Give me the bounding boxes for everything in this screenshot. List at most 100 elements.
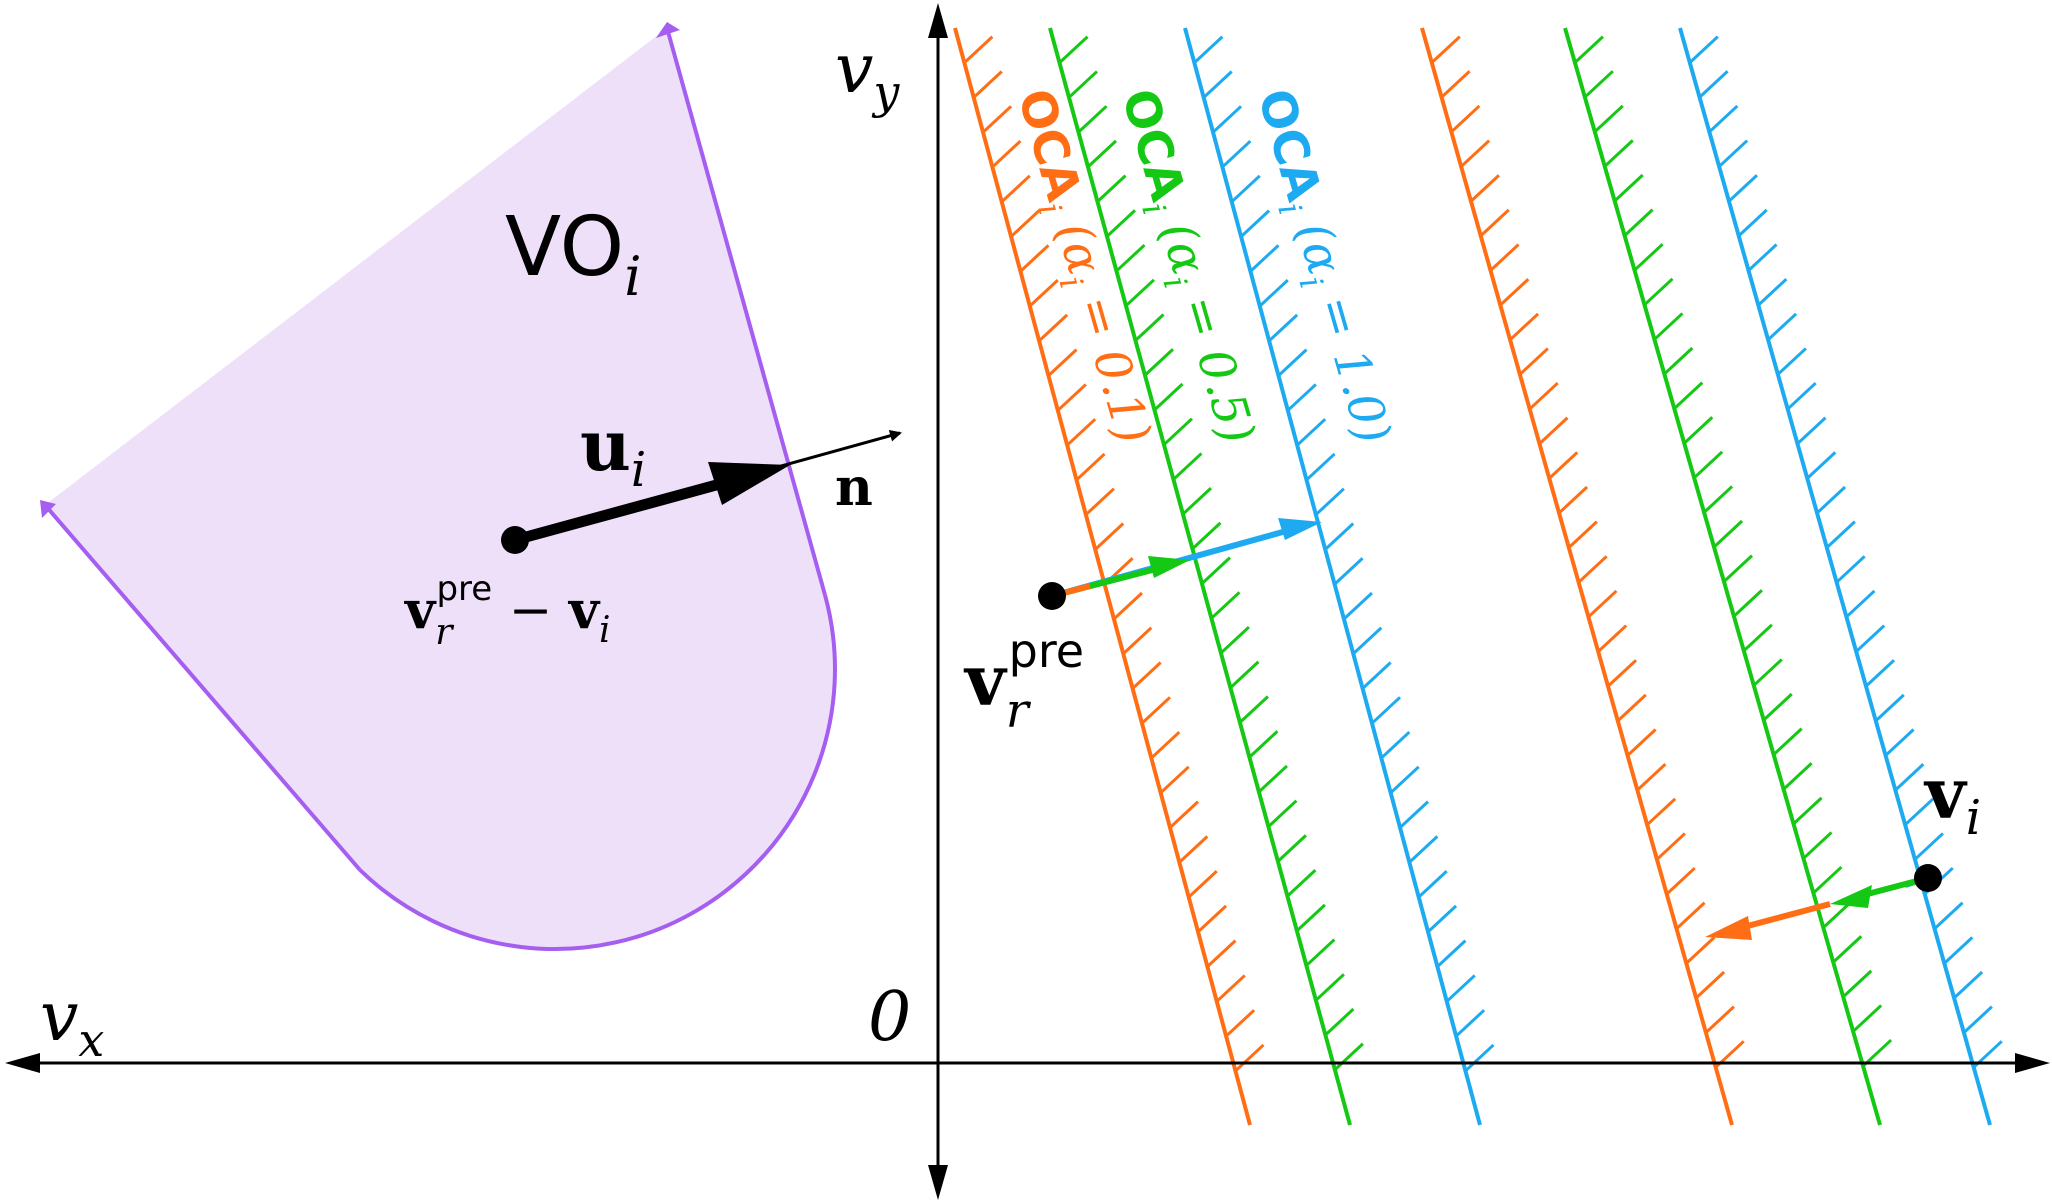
hatch-mark <box>1782 762 1813 791</box>
hatch-mark <box>1197 904 1228 933</box>
hatch-mark <box>1229 660 1260 689</box>
hatch-mark <box>1295 903 1326 932</box>
hatch-mark <box>1361 661 1392 690</box>
vr-pre-projections <box>1038 518 1322 610</box>
hatch-mark <box>1105 209 1136 238</box>
hatch-mark <box>1732 589 1763 618</box>
hatch-mark <box>1904 797 1935 826</box>
rel-velocity-point <box>501 526 529 554</box>
hatch-mark <box>1802 831 1833 860</box>
hatch-mark <box>1159 765 1190 794</box>
hatch-mark <box>1140 696 1171 725</box>
oca-line-orange-left <box>953 27 1265 1126</box>
oca-line-orange-left-boundary <box>953 27 1252 1126</box>
hatch-mark <box>1626 728 1657 757</box>
hatch-mark <box>1455 1009 1486 1038</box>
hatch-mark <box>1577 555 1608 584</box>
hatch-mark <box>1249 244 1280 273</box>
oca-line-green-left-boundary <box>1048 27 1352 1126</box>
hatch-mark <box>1597 624 1628 653</box>
hatch-mark <box>1816 485 1847 515</box>
hatch-mark <box>1296 418 1327 447</box>
hatch-mark <box>1832 935 1863 964</box>
u-vector <box>501 429 902 554</box>
oca-line-orange-right-boundary <box>1420 27 1734 1126</box>
hatch-mark <box>1722 554 1753 583</box>
hatch-mark <box>1643 277 1674 306</box>
vx-axis-right-arrowhead <box>2015 1053 2050 1073</box>
hatch-mark <box>1086 139 1118 168</box>
hatch-mark <box>1953 970 1984 1000</box>
hatch-mark <box>1469 174 1500 203</box>
oca-line-blue-left-boundary <box>1183 27 1482 1126</box>
hatch-mark <box>1822 900 1853 929</box>
hatch-mark <box>1663 346 1694 376</box>
hatch-mark <box>1698 70 1729 99</box>
hatch-mark <box>1538 416 1569 445</box>
hatch-mark <box>1342 591 1373 621</box>
oca-line-green-left <box>1048 27 1364 1126</box>
oca-label-alpha-1.0: OCAi (αi = 1.0) <box>1239 83 1402 452</box>
hatch-mark <box>1225 1009 1256 1038</box>
hatch-mark <box>1276 834 1307 863</box>
hatch-mark <box>1440 70 1471 99</box>
vy-axis-bottom-arrowhead <box>928 1165 948 1200</box>
vy-axis-top-arrowhead <box>928 3 948 38</box>
vi-point <box>1914 864 1942 892</box>
hatch-mark <box>1673 381 1704 410</box>
hatch-mark <box>1460 139 1491 168</box>
hatch-mark <box>1399 800 1430 829</box>
axes <box>5 3 2050 1200</box>
hatch-mark <box>1324 1007 1355 1037</box>
hatch-mark <box>1084 487 1115 516</box>
hatch-mark <box>963 35 994 64</box>
hatch-mark <box>1077 105 1108 134</box>
hatch-mark <box>1134 313 1165 342</box>
hatch-mark <box>1548 451 1579 480</box>
hatch-mark <box>1240 209 1271 238</box>
vo-arc <box>358 594 837 951</box>
hatch-mark <box>1874 693 1905 722</box>
hatch-mark <box>1305 938 1336 967</box>
hatch-mark <box>1786 381 1817 411</box>
hatch-mark <box>1202 70 1233 99</box>
vi-orange-projection <box>1739 901 1831 931</box>
hatch-mark <box>1703 485 1734 514</box>
hatch-mark <box>1708 104 1739 134</box>
hatch-mark <box>1096 174 1127 203</box>
vy-axis-label: vy <box>835 30 900 119</box>
hatch-mark <box>1380 730 1411 760</box>
hatch-mark <box>1747 243 1778 272</box>
hatch-mark <box>1752 658 1783 687</box>
hatch-mark <box>1655 832 1686 861</box>
hatch-mark <box>1646 797 1677 826</box>
oca-line-blue-right <box>1678 27 2003 1126</box>
hatch-mark <box>1389 765 1420 794</box>
hatch-mark <box>1191 521 1222 550</box>
hatch-mark <box>1206 939 1237 968</box>
vi-green-arrowhead <box>1830 885 1872 908</box>
hatch-mark <box>1593 104 1624 133</box>
hatch-mark <box>1131 661 1162 690</box>
hatch-mark <box>1324 522 1355 551</box>
hatch-mark <box>1143 348 1174 377</box>
hatch-mark <box>1762 692 1793 722</box>
hatch-mark <box>1913 832 1944 861</box>
hatch-mark <box>1772 727 1803 756</box>
oca-line-green-right-boundary <box>1563 27 1882 1126</box>
hatch-mark <box>1115 243 1146 273</box>
hatch-mark <box>1333 1042 1364 1071</box>
hatch-mark <box>1193 35 1224 64</box>
rel-velocity-label: vrpre − vi <box>404 569 611 653</box>
hatch-mark <box>1693 450 1724 479</box>
vo-edge-right <box>665 27 827 596</box>
hatch-mark <box>1636 763 1667 792</box>
hatch-mark <box>1314 973 1345 1002</box>
vx-axis-label: vx <box>40 978 104 1067</box>
hatch-mark <box>982 105 1013 134</box>
origin-label: 0 <box>868 978 911 1057</box>
hatch-mark <box>1047 348 1078 377</box>
hatch-mark <box>1835 555 1866 584</box>
vo-label: VOi <box>505 200 641 308</box>
hatch-mark <box>1010 209 1041 238</box>
